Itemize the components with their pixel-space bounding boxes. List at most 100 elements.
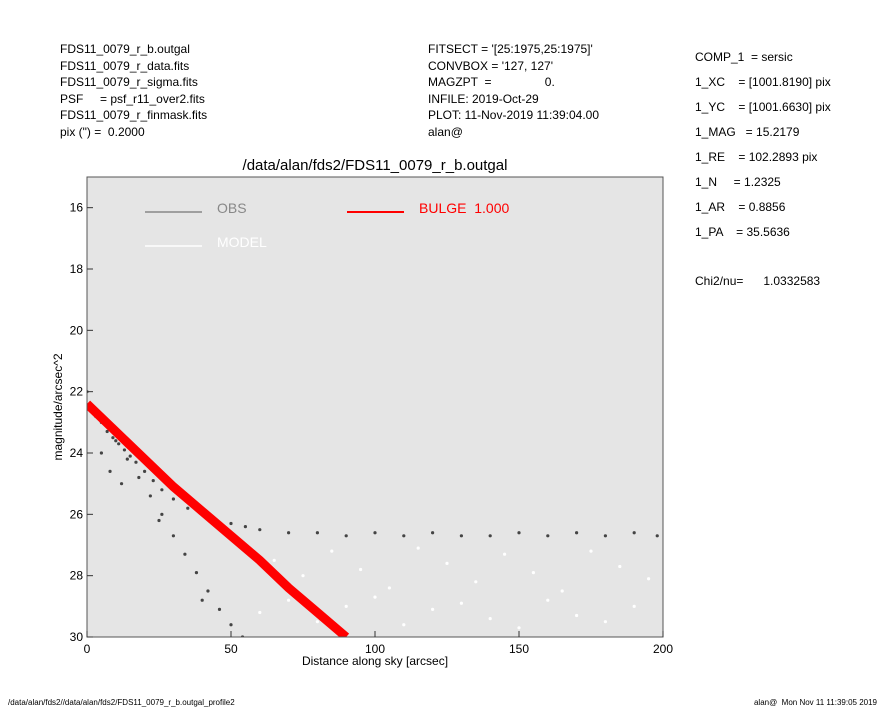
point	[575, 613, 579, 618]
param-line: 1_YC = [1001.6630] pix	[695, 100, 831, 114]
point	[143, 469, 147, 473]
x-tick-label: 50	[224, 642, 238, 656]
point	[128, 454, 132, 458]
param-line: 1_XC = [1001.8190] pix	[695, 75, 831, 89]
point	[229, 623, 233, 627]
param-line: 1_PA = 35.5636	[695, 225, 790, 239]
point	[589, 549, 593, 553]
point	[560, 589, 564, 593]
point	[287, 531, 291, 535]
point	[416, 546, 420, 550]
point	[151, 479, 155, 483]
point	[272, 558, 276, 562]
data-layer	[87, 390, 659, 637]
point	[431, 531, 435, 535]
header-left-line: FDS11_0079_r_b.outgal	[60, 42, 190, 56]
point	[287, 598, 291, 602]
point	[217, 607, 222, 612]
point	[160, 512, 164, 516]
point	[344, 604, 348, 608]
param-line: 1_RE = 102.2893 pix	[695, 150, 818, 164]
point	[517, 626, 521, 630]
y-tick-label: 28	[70, 569, 84, 583]
point	[125, 457, 129, 461]
header-middle-line: FITSECT = '[25:1975,25:1975]'	[428, 42, 593, 56]
footer-right: alan@ Mon Nov 11 11:39:05 2019	[753, 698, 877, 707]
point	[647, 577, 651, 581]
legend-label: OBS	[217, 200, 247, 216]
point	[160, 488, 164, 492]
y-axis-label: magnitude/arcsec^2	[51, 353, 65, 460]
x-tick-label: 200	[653, 642, 673, 656]
point	[431, 607, 435, 612]
point	[632, 531, 636, 535]
point	[119, 482, 124, 486]
header-middle-line: CONVBOX = '127, 127'	[428, 58, 553, 73]
header-middle-line: alan@	[428, 124, 463, 139]
y-tick-label: 26	[70, 507, 84, 521]
point	[373, 531, 377, 535]
point	[402, 534, 406, 538]
y-tick-label: 22	[70, 385, 84, 399]
header-middle-line: PLOT: 11-Nov-2019 11:39:04.00	[428, 108, 599, 122]
y-tick-label: 24	[70, 446, 84, 460]
point	[344, 534, 348, 538]
point	[330, 549, 334, 553]
point	[258, 528, 262, 532]
x-tick-label: 100	[365, 642, 385, 656]
x-tick-label: 0	[84, 642, 91, 656]
point	[315, 620, 319, 624]
param-line: COMP_1 = sersic	[695, 50, 793, 64]
point	[488, 617, 492, 621]
y-tick-label: 30	[70, 630, 84, 644]
point	[402, 623, 406, 627]
header-middle-line: INFILE: 2019-Oct-29	[428, 91, 539, 106]
header-left-line: FDS11_0079_r_finmask.fits	[60, 108, 208, 122]
point	[111, 436, 115, 440]
point	[206, 589, 210, 593]
point	[387, 586, 391, 590]
point	[546, 534, 550, 538]
point	[603, 620, 608, 624]
point	[359, 567, 363, 572]
y-tick-label: 20	[70, 323, 84, 337]
point	[618, 564, 622, 569]
header-left-line: pix (") = 0.2000	[60, 124, 145, 139]
point	[517, 531, 521, 535]
header-middle-line: MAGZPT = 0.	[428, 75, 555, 89]
chi2: Chi2/nu= 1.0332583	[695, 274, 821, 288]
legend-label: BULGE 1.000	[419, 200, 509, 216]
point	[99, 451, 103, 455]
point	[122, 448, 127, 452]
point	[194, 571, 199, 575]
param-line: 1_MAG = 15.2179	[695, 125, 800, 139]
point	[655, 534, 659, 538]
point	[171, 497, 175, 501]
point	[459, 601, 463, 605]
point	[445, 561, 449, 566]
point	[137, 475, 141, 480]
point	[229, 521, 233, 526]
param-line: 1_N = 1.2325	[695, 175, 781, 189]
point	[503, 552, 507, 556]
point	[301, 574, 305, 578]
point	[183, 552, 187, 556]
point	[114, 439, 118, 443]
point	[148, 494, 152, 498]
point	[134, 460, 138, 464]
plot-area	[87, 177, 663, 637]
x-axis-label: Distance along sky [arcsec]	[302, 654, 448, 668]
point	[186, 506, 190, 510]
point	[488, 534, 492, 538]
point	[258, 610, 262, 615]
point	[632, 604, 636, 608]
point	[117, 442, 121, 446]
point	[603, 534, 608, 538]
point	[200, 598, 204, 602]
point	[171, 534, 175, 538]
point	[315, 531, 319, 535]
point	[531, 571, 536, 575]
point	[157, 518, 161, 523]
